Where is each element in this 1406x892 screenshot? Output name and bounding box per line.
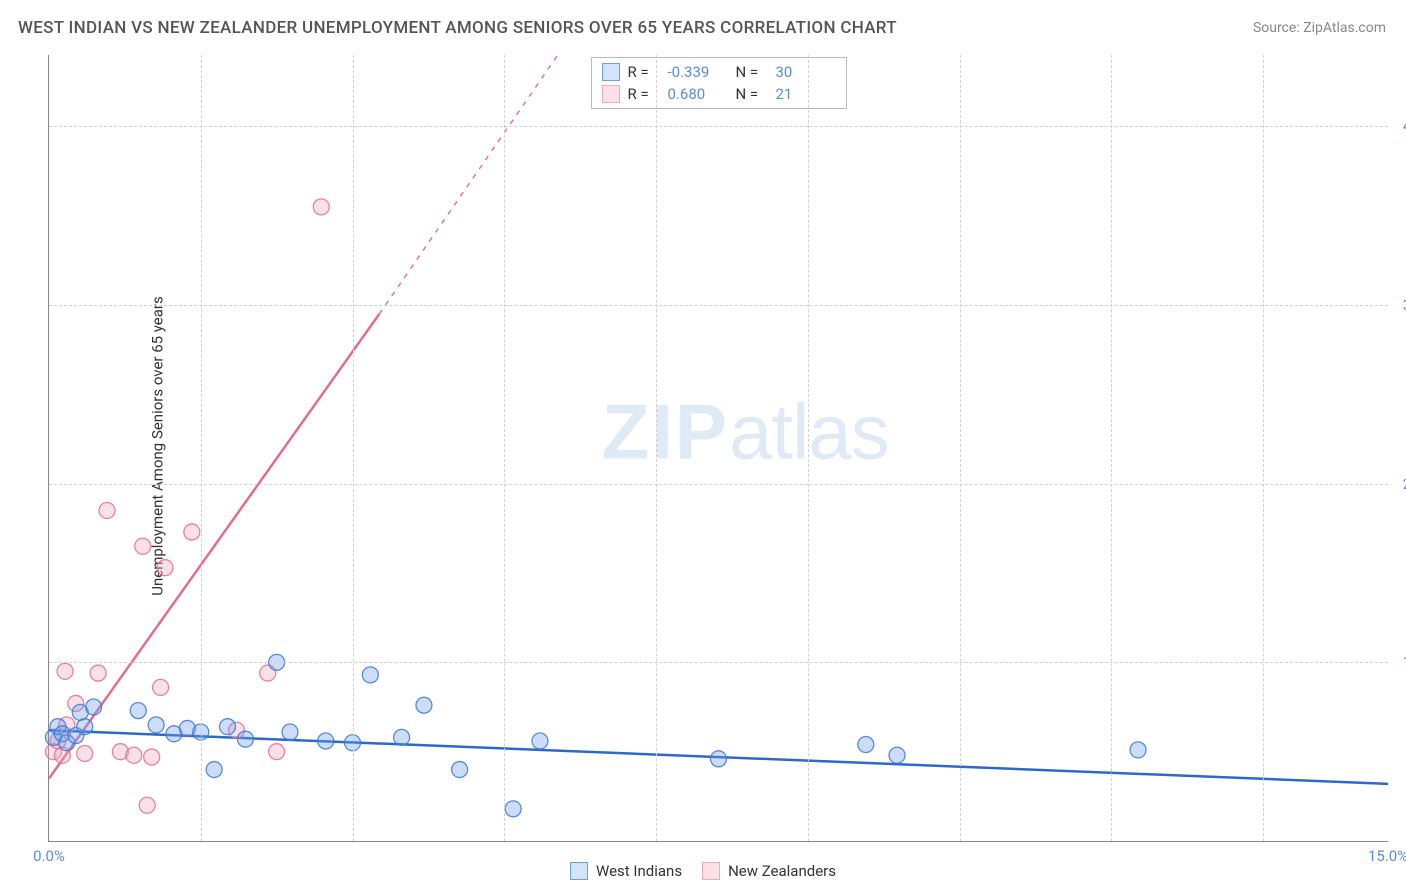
legend-swatch [570,862,588,880]
data-point [505,801,521,817]
legend-r-label: R = [628,85,660,103]
legend-r-value: -0.339 [668,63,728,81]
data-point [90,665,106,681]
vgrid [353,55,354,841]
data-point [858,737,874,753]
plot-svg [49,55,1388,841]
data-point [77,745,93,761]
vgrid [960,55,961,841]
data-point [362,667,378,683]
data-point [394,729,410,745]
legend-n-label: N = [736,85,768,103]
vgrid [808,55,809,841]
data-point [318,733,334,749]
legend-swatch [602,63,620,81]
legend-n-value: 30 [776,63,836,81]
legend-label: West Indians [596,862,682,880]
vgrid [1111,55,1112,841]
hgrid [49,484,1388,485]
legend-item: New Zealanders [702,862,836,880]
data-point [130,703,146,719]
data-point [532,733,548,749]
vgrid [656,55,657,841]
legend-swatch [702,862,720,880]
legend-r-value: 0.680 [668,85,728,103]
hgrid [49,305,1388,306]
legend-item: West Indians [570,862,682,880]
legend-swatch [602,85,620,103]
data-point [148,717,164,733]
data-point [57,663,73,679]
regression-line [379,55,558,314]
data-point [269,744,285,760]
legend-label: New Zealanders [728,862,836,880]
data-point [184,524,200,540]
data-point [99,503,115,519]
data-point [206,762,222,778]
legend-row: R = -0.339 N = 30 [602,61,836,83]
data-point [153,679,169,695]
legend-r-label: R = [628,63,660,81]
data-point [86,699,102,715]
legend-row: R = 0.680 N = 21 [602,83,836,105]
vgrid [1263,55,1264,841]
data-point [77,719,93,735]
vgrid [201,55,202,841]
data-point [157,560,173,576]
source-label: Source: ZipAtlas.com [1253,20,1386,36]
data-point [139,797,155,813]
data-point [237,731,253,747]
data-point [126,747,142,763]
data-point [711,751,727,767]
xtick-label: 0.0% [33,847,65,865]
data-point [313,199,329,215]
data-point [220,719,236,735]
hgrid [49,662,1388,663]
hgrid [49,126,1388,127]
data-point [135,538,151,554]
legend-series: West Indians New Zealanders [570,862,836,880]
data-point [1130,742,1146,758]
legend-n-value: 21 [776,85,836,103]
vgrid [504,55,505,841]
legend-n-label: N = [736,63,768,81]
data-point [889,747,905,763]
data-point [416,697,432,713]
chart-title: WEST INDIAN VS NEW ZEALANDER UNEMPLOYMEN… [18,18,897,38]
data-point [282,724,298,740]
data-point [144,749,160,765]
chart-area: ZIPatlas R =-0.339N =30R =0.680N =21 10.… [48,55,1388,842]
xtick-label: 15.0% [1368,847,1406,865]
data-point [452,762,468,778]
